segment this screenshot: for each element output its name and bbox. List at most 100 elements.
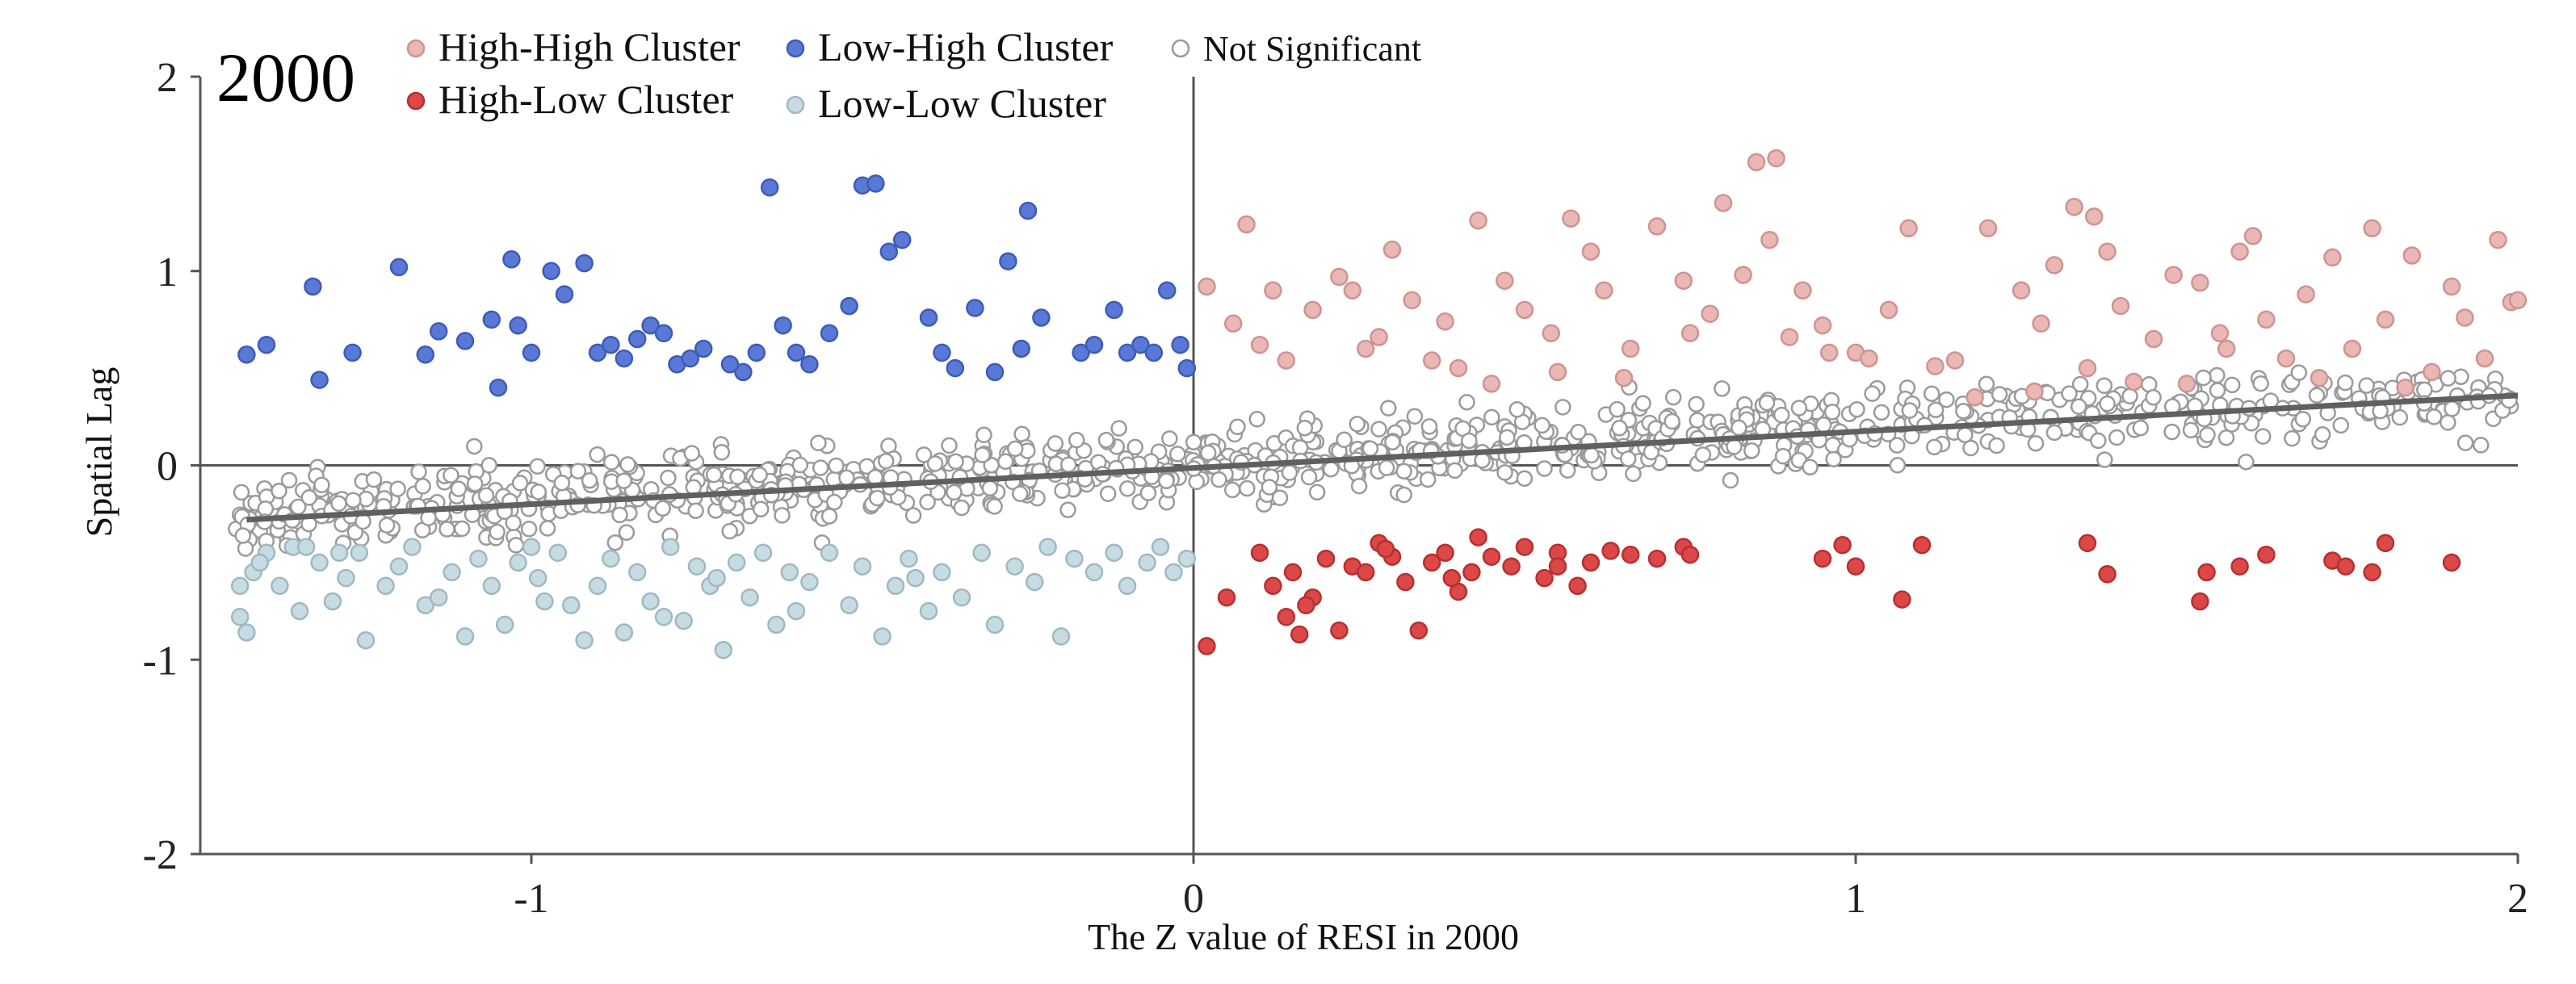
point-low-high-cluster bbox=[1018, 201, 1038, 220]
not-significant-point bbox=[2090, 432, 2107, 450]
point-high-low-cluster bbox=[1297, 596, 1315, 615]
point-high-high-cluster bbox=[1303, 300, 1322, 320]
not-significant-point bbox=[569, 463, 587, 479]
point-high-high-cluster bbox=[1926, 357, 1945, 375]
point-high-high-cluster bbox=[1734, 266, 1752, 284]
point-high-high-cluster bbox=[2045, 256, 2064, 274]
not-significant-point bbox=[1210, 471, 1227, 488]
not-significant-point bbox=[986, 498, 1003, 515]
not-significant-point bbox=[1516, 470, 1533, 488]
not-significant-point bbox=[1663, 412, 1680, 430]
point-low-high-cluster bbox=[681, 349, 700, 368]
not-significant-point bbox=[1099, 485, 1117, 502]
not-significant-point bbox=[2217, 429, 2235, 446]
not-significant-point bbox=[346, 524, 364, 541]
not-significant-point bbox=[1378, 459, 1395, 476]
not-significant-point bbox=[1533, 417, 1550, 434]
not-significant-point bbox=[2096, 451, 2113, 468]
not-significant-point bbox=[1554, 399, 1571, 416]
cluster-points bbox=[230, 149, 2528, 659]
point-low-high-cluster bbox=[588, 343, 607, 362]
point-low-low-cluster bbox=[230, 608, 250, 626]
point-high-high-cluster bbox=[1614, 368, 1634, 387]
not-significant-point bbox=[1239, 479, 1256, 497]
y-tick-label: 1 bbox=[157, 249, 178, 295]
point-low-high-cluster bbox=[1032, 308, 1051, 327]
point-high-high-cluster bbox=[1794, 281, 1812, 300]
point-high-high-cluster bbox=[1647, 217, 1667, 236]
not-significant-point bbox=[2209, 366, 2226, 384]
point-low-high-cluster bbox=[257, 335, 276, 354]
not-significant-point bbox=[2070, 398, 2087, 415]
not-significant-point bbox=[1308, 484, 1326, 501]
point-high-high-cluster bbox=[1860, 349, 1878, 368]
legend-item: Low-Low Cluster bbox=[786, 81, 1106, 126]
not-significant-point bbox=[233, 484, 250, 501]
point-low-high-cluster bbox=[1012, 339, 1031, 358]
point-low-high-cluster bbox=[1157, 281, 1177, 300]
not-significant-point bbox=[300, 489, 318, 506]
point-low-high-cluster bbox=[575, 253, 594, 273]
y-axis-title: Spatial Lag bbox=[78, 367, 120, 538]
not-significant-point bbox=[2223, 376, 2241, 394]
point-high-high-cluster bbox=[2177, 375, 2196, 393]
not-significant-point bbox=[1199, 444, 1217, 462]
not-significant-point bbox=[1962, 439, 1979, 457]
point-high-high-cluster bbox=[1542, 324, 1561, 343]
point-high-high-cluster bbox=[2098, 242, 2117, 261]
point-high-high-cluster bbox=[1760, 230, 1779, 249]
point-low-low-cluster bbox=[575, 630, 594, 650]
point-low-high-cluster bbox=[455, 332, 475, 350]
point-low-high-cluster bbox=[892, 230, 912, 249]
point-low-low-cluster bbox=[800, 572, 819, 592]
point-low-low-cluster bbox=[535, 592, 554, 611]
not-significant-point bbox=[1694, 446, 1712, 463]
not-significant-point bbox=[1474, 452, 1491, 469]
tick-labels: -2 -1 0 1 2 -1 0 1 2 bbox=[143, 55, 2528, 922]
point-high-high-cluster bbox=[1264, 281, 1282, 300]
point-high-high-cluster bbox=[1343, 281, 1362, 300]
not-significant-point bbox=[2255, 428, 2272, 445]
point-low-low-cluster bbox=[615, 623, 634, 642]
point-low-low-cluster bbox=[329, 543, 349, 563]
legend-marker bbox=[786, 95, 805, 115]
point-high-high-cluster bbox=[1680, 324, 1700, 343]
regression-line-group bbox=[246, 392, 2519, 523]
not-significant-point bbox=[1271, 489, 1289, 507]
not-significant-point bbox=[1349, 416, 1366, 433]
legend-item: High-Low Cluster bbox=[406, 77, 734, 122]
not-significant-point bbox=[539, 520, 556, 537]
point-high-high-cluster bbox=[1621, 339, 1640, 358]
not-significant-point bbox=[1927, 401, 1945, 419]
point-high-high-cluster bbox=[1714, 194, 1733, 212]
point-low-low-cluster bbox=[707, 568, 726, 588]
point-low-low-cluster bbox=[310, 553, 329, 572]
not-significant-point bbox=[1609, 400, 1626, 418]
point-low-high-cluster bbox=[343, 343, 362, 362]
not-significant-point bbox=[489, 523, 506, 541]
point-low-low-cluster bbox=[654, 608, 673, 626]
point-low-high-cluster bbox=[542, 262, 560, 281]
not-significant-point bbox=[1158, 472, 1175, 490]
not-significant-point bbox=[606, 534, 624, 551]
not-significant-point bbox=[904, 507, 922, 524]
point-low-low-cluster bbox=[548, 543, 568, 563]
point-low-low-cluster bbox=[753, 543, 773, 563]
point-low-low-cluster bbox=[1138, 553, 1156, 572]
not-significant-point bbox=[1848, 400, 1865, 418]
point-low-high-cluster bbox=[654, 324, 673, 343]
point-low-high-cluster bbox=[482, 310, 501, 329]
not-significant-point bbox=[2099, 395, 2116, 412]
point-high-high-cluster bbox=[1515, 300, 1534, 320]
point-high-low-cluster bbox=[1833, 535, 1852, 555]
point-high-high-cluster bbox=[1747, 153, 1766, 172]
not-significant-point bbox=[2027, 434, 2045, 452]
not-significant-point bbox=[1248, 411, 1265, 428]
not-significant-point bbox=[2440, 370, 2456, 387]
point-high-high-cluster bbox=[2489, 230, 2507, 249]
not-significant-point bbox=[828, 457, 845, 475]
not-significant-point bbox=[981, 479, 999, 497]
not-significant-point bbox=[2252, 375, 2269, 392]
point-low-high-cluster bbox=[734, 362, 753, 382]
point-low-low-cluster bbox=[900, 549, 918, 568]
